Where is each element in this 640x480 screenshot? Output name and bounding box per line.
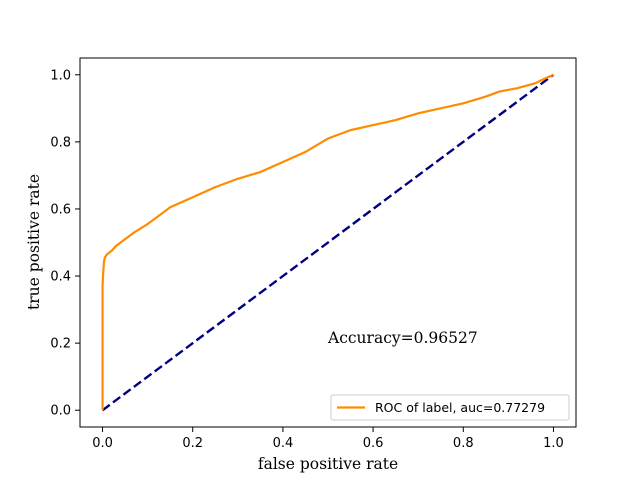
- series-line-diagonal: [101, 73, 555, 412]
- y-tick-label: 0.0: [50, 404, 71, 419]
- y-tick-label: 1.0: [50, 68, 71, 83]
- y-axis-ticks: 0.0 0.2 0.4 0.6 0.8 1.0: [50, 68, 80, 419]
- y-tick-label: 0.8: [50, 135, 71, 150]
- series-layer: [101, 73, 555, 412]
- x-tick-label: 0.0: [92, 436, 113, 451]
- y-tick-label: 0.6: [50, 202, 71, 217]
- y-axis-label: true positive rate: [25, 174, 43, 310]
- legend: ROC of label, auc=0.77279: [330, 394, 570, 421]
- plot-frame: [79, 57, 577, 428]
- x-tick-label: 0.8: [453, 436, 474, 451]
- x-tick-label: 0.2: [182, 436, 203, 451]
- x-tick-label: 0.4: [273, 436, 294, 451]
- y-tick-label: 0.2: [50, 337, 71, 352]
- series-line-roc: [101, 73, 554, 411]
- y-tick-label: 0.4: [50, 270, 71, 285]
- legend-box: [330, 394, 570, 421]
- x-axis-ticks: 0.0 0.2 0.4 0.6 0.8 1.0: [92, 427, 564, 451]
- legend-label-roc: ROC of label, auc=0.77279: [375, 400, 545, 415]
- accuracy-annotation: Accuracy=0.96527: [327, 329, 478, 347]
- x-tick-label: 0.6: [363, 436, 384, 451]
- x-tick-label: 1.0: [543, 436, 564, 451]
- x-axis-label: false positive rate: [258, 455, 398, 473]
